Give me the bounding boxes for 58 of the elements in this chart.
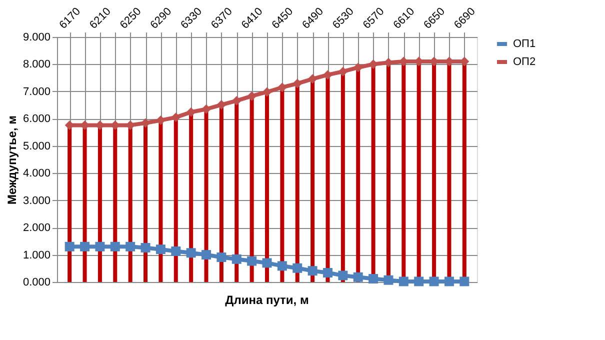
point bbox=[171, 112, 181, 122]
y-tick-label: 8.000 bbox=[22, 58, 50, 71]
point bbox=[429, 276, 439, 286]
point bbox=[216, 100, 226, 110]
point bbox=[353, 272, 363, 282]
point bbox=[277, 82, 287, 92]
y-tick-label: 0.000 bbox=[22, 276, 50, 288]
legend-label: ОП2 bbox=[513, 56, 536, 68]
point bbox=[262, 258, 272, 268]
legend-label: ОП1 bbox=[513, 38, 536, 50]
point bbox=[216, 252, 226, 262]
x-axis-title: Длина пути, м bbox=[225, 293, 309, 307]
point bbox=[308, 74, 318, 84]
point bbox=[232, 96, 242, 106]
point bbox=[110, 242, 120, 252]
point bbox=[186, 107, 196, 117]
point bbox=[171, 246, 181, 256]
point bbox=[80, 242, 90, 252]
point bbox=[398, 276, 408, 286]
point bbox=[262, 87, 272, 97]
y-tick-label: 9.000 bbox=[22, 32, 50, 44]
point bbox=[353, 62, 363, 72]
point bbox=[308, 266, 318, 276]
y-tick-label: 5.000 bbox=[22, 140, 50, 152]
y-tick-label: 1.000 bbox=[22, 249, 50, 262]
point bbox=[323, 268, 332, 278]
point bbox=[95, 242, 105, 252]
point bbox=[444, 276, 454, 286]
point bbox=[126, 120, 136, 130]
point bbox=[247, 256, 257, 266]
y-tick-label: 7.000 bbox=[22, 86, 50, 98]
point bbox=[186, 248, 196, 258]
point bbox=[247, 91, 257, 101]
point bbox=[277, 261, 287, 271]
point bbox=[292, 78, 302, 88]
point bbox=[202, 104, 211, 114]
point bbox=[460, 276, 470, 286]
point bbox=[156, 116, 166, 126]
point bbox=[126, 242, 136, 252]
y-tick-label: 2.000 bbox=[22, 222, 50, 234]
point bbox=[414, 276, 424, 286]
y-tick-label: 4.000 bbox=[22, 168, 50, 180]
point bbox=[368, 274, 378, 284]
y-tick-label: 3.000 bbox=[22, 194, 50, 207]
point bbox=[368, 59, 378, 69]
point bbox=[140, 242, 150, 252]
point bbox=[338, 66, 348, 76]
point bbox=[140, 118, 150, 128]
y-axis-title: Междупутье, м bbox=[4, 115, 19, 204]
y-tick-label: 6.000 bbox=[22, 113, 50, 126]
point bbox=[232, 254, 242, 264]
point bbox=[384, 275, 394, 285]
point bbox=[323, 70, 332, 80]
point bbox=[338, 270, 348, 280]
point bbox=[64, 242, 74, 252]
point bbox=[202, 250, 212, 260]
point bbox=[156, 244, 166, 254]
point bbox=[292, 263, 302, 273]
